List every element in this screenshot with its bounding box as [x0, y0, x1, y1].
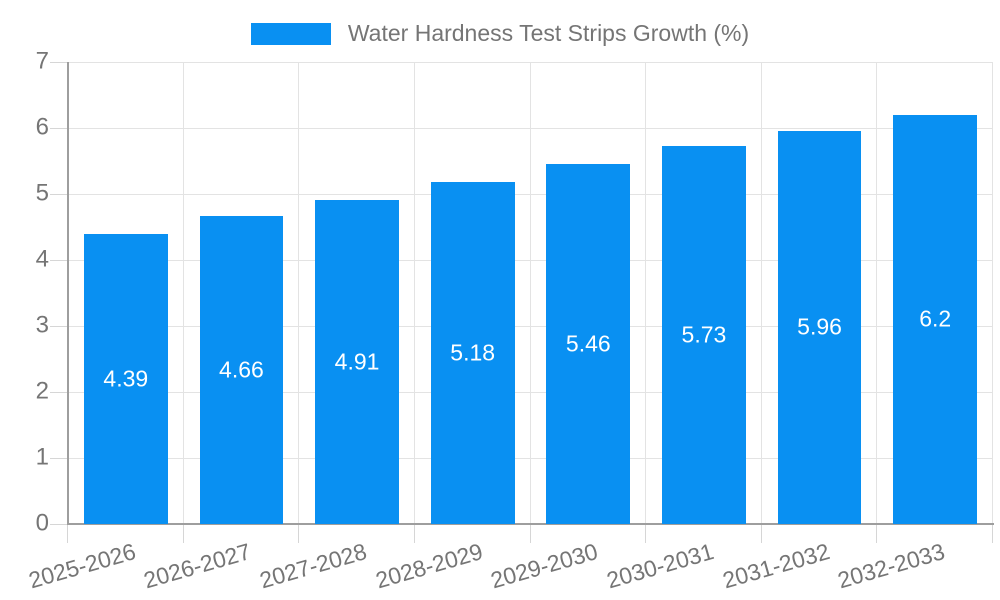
legend-swatch — [250, 22, 331, 45]
y-axis-tick — [50, 458, 68, 459]
y-axis-tick — [50, 128, 68, 129]
plot-area: 0 1 2 3 4 5 6 7 4.39 2025-2026 4.66 2026-2027 4.91 20… — [26, 49, 994, 593]
gridline-horizontal — [68, 128, 993, 129]
y-axis-tick — [50, 62, 68, 63]
gridline-horizontal — [68, 326, 993, 327]
y-axis-tick-label: 4 — [35, 245, 49, 273]
x-axis-category-label: 2029-2030 — [488, 538, 601, 594]
x-axis-tick — [760, 524, 762, 543]
x-axis-tick — [67, 524, 68, 543]
x-axis-category-label: 2031-2032 — [719, 538, 833, 594]
y-axis-tick — [50, 326, 68, 327]
x-axis-line — [67, 523, 994, 525]
y-axis-tick-label: 3 — [35, 311, 49, 339]
legend-label: Water Hardness Test Strips Growth (%) — [347, 20, 750, 46]
gridline-horizontal — [68, 392, 993, 393]
y-axis-tick-label: 2 — [35, 377, 49, 405]
bar-value-label: 5.18 — [450, 339, 496, 366]
bar — [315, 199, 399, 524]
y-axis-tick-label: 0 — [35, 509, 49, 537]
bar-value-label: 4.66 — [219, 356, 264, 383]
bar — [546, 163, 631, 524]
gridline-vertical — [413, 62, 415, 524]
x-axis-tick — [876, 524, 878, 543]
y-axis-tick — [50, 392, 68, 393]
bar-value-label: 5.96 — [797, 313, 842, 340]
gridline-horizontal — [68, 194, 993, 195]
x-axis-tick — [298, 524, 300, 543]
gridline-vertical — [298, 62, 300, 524]
bar-value-label: 5.73 — [681, 321, 727, 348]
x-axis-category-label: 2027-2028 — [256, 538, 370, 594]
y-axis-tick — [50, 194, 68, 195]
bar — [662, 145, 746, 524]
bar — [777, 130, 862, 524]
gridline-horizontal — [68, 458, 993, 459]
y-axis-tick-label: 1 — [35, 443, 49, 471]
x-axis-category-label: 2026-2027 — [141, 538, 255, 594]
gridline-vertical — [876, 62, 878, 524]
y-axis-tick — [50, 260, 68, 261]
x-axis-category-label: 2032-2033 — [834, 538, 948, 594]
x-axis-tick — [529, 524, 531, 543]
bar — [893, 114, 978, 524]
y-axis-tick-label: 5 — [35, 179, 49, 207]
x-axis-tick — [992, 524, 993, 543]
bar-value-label: 4.91 — [334, 348, 380, 375]
gridline-vertical — [645, 62, 647, 524]
y-axis-line — [67, 62, 69, 524]
x-axis-category-label: 2025-2026 — [25, 538, 139, 594]
bar-value-label: 4.39 — [103, 365, 149, 392]
gridline-horizontal — [68, 260, 993, 261]
bar — [83, 234, 168, 524]
x-axis-tick — [645, 524, 647, 543]
gridline-horizontal — [68, 62, 993, 63]
gridline-vertical — [182, 62, 184, 524]
y-axis-tick — [50, 524, 68, 525]
x-axis-tick — [413, 524, 415, 543]
gridline-vertical — [529, 62, 531, 524]
bar — [430, 182, 515, 524]
bar — [199, 216, 284, 524]
y-axis-tick-label: 6 — [35, 113, 49, 141]
bar-value-label: 6.2 — [919, 305, 952, 332]
x-axis-category-label: 2028-2029 — [372, 538, 486, 594]
x-axis-tick — [182, 524, 184, 543]
legend: Water Hardness Test Strips Growth (%) — [0, 20, 1000, 47]
y-axis-tick-label: 7 — [35, 47, 49, 75]
gridline-vertical — [992, 62, 993, 524]
x-axis-category-label: 2030-2031 — [603, 538, 717, 594]
bar-value-label: 5.46 — [565, 330, 611, 357]
gridline-vertical — [760, 62, 762, 524]
